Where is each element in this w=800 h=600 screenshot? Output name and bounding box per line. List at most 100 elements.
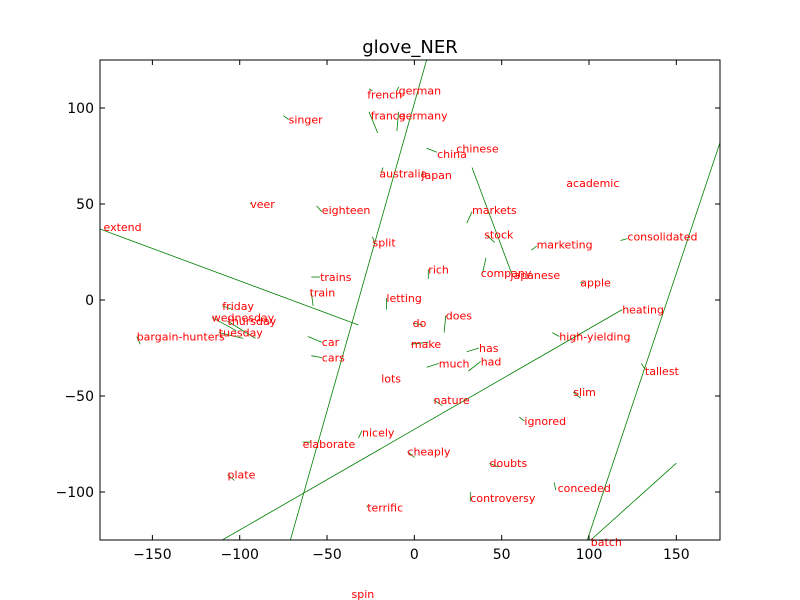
y-tick-label: 100	[67, 101, 94, 117]
arrow-segment	[136, 336, 141, 345]
label-layer: frenchgermanfrancegermanysingerchinesech…	[104, 85, 698, 600]
chart-title: glove_NER	[362, 37, 458, 58]
word-label: rich	[428, 263, 449, 276]
word-label: cars	[322, 352, 345, 365]
arrow-segment	[310, 292, 314, 306]
arrow-segment	[531, 245, 537, 251]
arrow-segment	[518, 416, 525, 422]
word-label: high-yielding	[559, 331, 630, 344]
word-label: heating	[622, 304, 664, 317]
arrow-segment	[620, 238, 628, 241]
word-label: eighteen	[322, 204, 371, 217]
x-tick-label: −150	[133, 547, 171, 563]
word-label: cheaply	[407, 446, 451, 459]
arrow-segment	[466, 347, 480, 353]
word-label: has	[479, 342, 499, 355]
word-label: conceded	[558, 482, 611, 495]
word-label: marketing	[537, 238, 593, 251]
arrow-segment	[426, 363, 439, 368]
word-label: chinese	[456, 142, 499, 155]
word-label: japan	[420, 169, 452, 182]
arrow-segment	[100, 228, 359, 326]
tick-layer: −150 −100 −50 0 50 100 150 −100 −50 0 50 100	[56, 60, 720, 563]
word-label: batch	[591, 536, 622, 549]
arrow-segment	[426, 147, 438, 153]
word-label: japanese	[509, 269, 560, 282]
arrow-segment	[443, 315, 447, 333]
word-label: ignored	[524, 415, 566, 428]
word-label: singer	[289, 114, 324, 127]
arrow-segment	[368, 111, 379, 134]
word-label: consolidated	[627, 231, 697, 244]
y-tick-label: −100	[56, 485, 94, 501]
arrow-segment	[396, 111, 399, 132]
word-label: academic	[566, 177, 619, 190]
arrow-segment	[368, 88, 373, 92]
x-tick-label: −100	[220, 547, 258, 563]
arrow-segment	[290, 60, 427, 540]
word-label: split	[373, 236, 397, 249]
arrow-segment	[641, 363, 646, 370]
arrow-segment	[307, 336, 322, 343]
arrow-segment	[590, 462, 677, 540]
arrow-layer	[100, 60, 720, 540]
word-label: plate	[228, 469, 256, 482]
word-label: make	[411, 338, 441, 351]
arrow-segment	[468, 361, 481, 372]
word-label: car	[322, 336, 340, 349]
word-label: controversy	[470, 492, 536, 505]
word-label: veer	[250, 198, 275, 211]
word-label: doubts	[490, 457, 528, 470]
arrow-segment	[316, 205, 323, 212]
word-label: stock	[484, 229, 514, 242]
arrow-segment	[407, 451, 415, 458]
y-tick-label: −50	[64, 389, 94, 405]
word-label: australia	[379, 167, 427, 180]
word-label: letting	[386, 292, 421, 305]
arrow-segment	[311, 355, 322, 358]
arrow-segment	[485, 234, 495, 243]
word-label: had	[481, 355, 502, 368]
arrow-segment	[211, 316, 237, 332]
arrow-segment	[358, 430, 363, 439]
arrow-segment	[573, 391, 581, 399]
arrow-segment	[249, 201, 253, 205]
word-label: bargain-hunters	[137, 331, 225, 344]
arrow-segment	[222, 305, 233, 310]
word-label: do	[413, 317, 427, 330]
word-label: does	[446, 309, 472, 322]
y-tick-label: 50	[76, 197, 94, 213]
arrow-segment	[410, 341, 429, 345]
word-label: thursday	[228, 315, 277, 328]
word-label: much	[439, 357, 470, 370]
word-label: nicely	[362, 427, 395, 440]
x-tick-label: −50	[312, 547, 342, 563]
arrow-segment	[283, 115, 289, 120]
word-label: trains	[320, 271, 352, 284]
word-label: france	[371, 110, 406, 123]
word-label: slim	[573, 386, 596, 399]
word-label: spin	[352, 588, 375, 600]
word-label: wednesday	[212, 311, 275, 324]
word-label: german	[399, 85, 442, 98]
arrow-segment	[412, 322, 424, 326]
word-label: friday	[222, 300, 254, 313]
word-label: elaborate	[303, 438, 356, 451]
word-label: nature	[434, 394, 470, 407]
word-label: tallest	[645, 365, 680, 378]
arrow-segment	[222, 309, 623, 540]
arrow-segment	[218, 332, 244, 339]
arrow-segment	[227, 474, 235, 481]
word-label: terrific	[367, 501, 403, 514]
arrow-segment	[380, 167, 384, 174]
x-tick-label: 0	[410, 547, 419, 563]
word-label: lots	[381, 373, 401, 386]
word-label: tuesday	[219, 327, 264, 340]
x-tick-label: 100	[576, 547, 603, 563]
arrow-segment	[482, 257, 487, 274]
word-label: train	[310, 286, 336, 299]
word-label: extend	[104, 221, 142, 234]
arrow-segment	[421, 171, 424, 176]
word-label: china	[437, 148, 467, 161]
